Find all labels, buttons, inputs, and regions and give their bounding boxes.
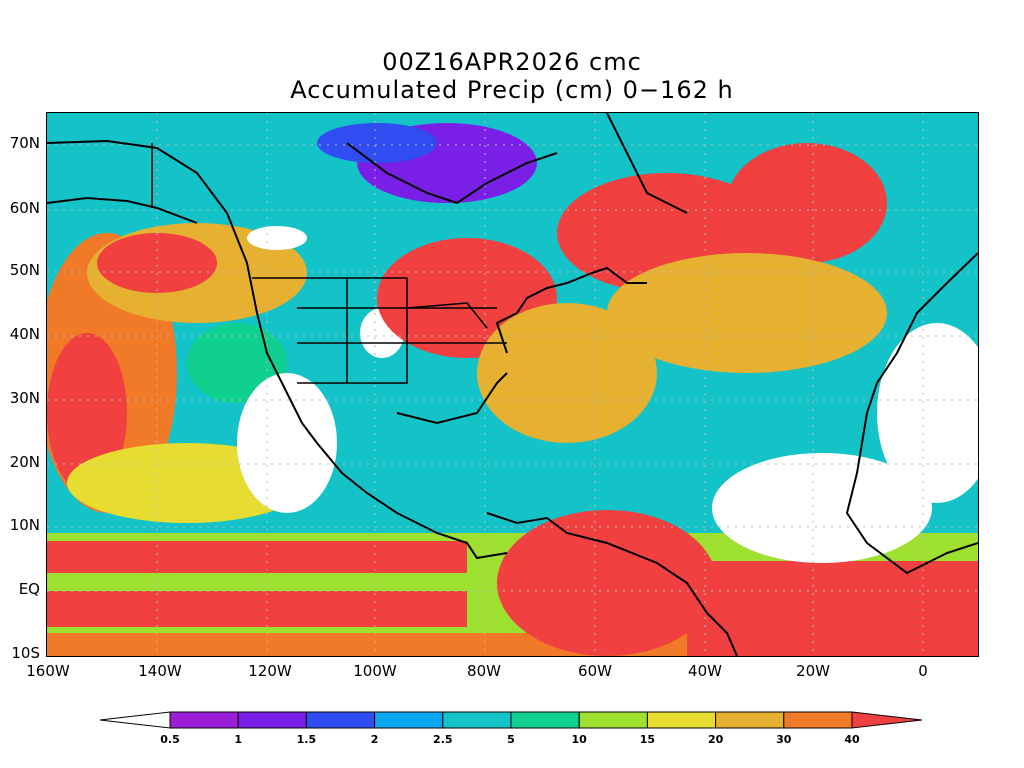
coastline-us-east <box>495 266 647 354</box>
coastline-gulf <box>396 372 508 425</box>
lat-label-60n: 60N <box>9 199 40 217</box>
lon-label-100w: 100W <box>353 662 397 680</box>
precip-amazon <box>497 510 717 656</box>
dry-zone-baja <box>237 373 337 513</box>
map-title-line2: Accumulated Precip (cm) 0−162 h <box>290 76 734 104</box>
coastline-alaska <box>47 196 198 224</box>
precip-map <box>46 112 979 657</box>
colorbar-swatch <box>646 711 717 729</box>
lat-label-eq: EQ <box>18 580 40 598</box>
precip-itcz-band <box>47 591 467 627</box>
colorbar <box>99 711 923 729</box>
colorbar-swatch <box>715 711 785 729</box>
colorbar-swatch <box>99 711 171 729</box>
colorbar-swatch <box>510 711 580 729</box>
precip-atlantic-band <box>687 561 978 656</box>
colorbar-swatch <box>783 711 853 729</box>
precip-itcz-band <box>47 541 467 573</box>
precip-atlantic <box>477 303 657 443</box>
lon-label-160w: 160W <box>26 662 70 680</box>
lat-label-40n: 40N <box>9 325 40 343</box>
lat-label-30n: 30N <box>9 389 40 407</box>
colorbar-label: 1 <box>234 733 243 746</box>
colorbar-swatch <box>305 711 376 729</box>
map-title-line1: 00Z16APR2026 cmc <box>382 48 642 76</box>
lat-label-10n: 10N <box>9 516 40 534</box>
dry-zone-africa <box>877 323 978 503</box>
colorbar-label: 2 <box>370 733 379 746</box>
lon-label-0: 0 <box>918 662 928 680</box>
dry-zone <box>247 226 307 250</box>
lon-label-80w: 80W <box>467 662 501 680</box>
precip-pacific-core <box>47 333 127 493</box>
coastline-greenland <box>606 113 688 214</box>
lon-label-20w: 20W <box>796 662 830 680</box>
colorbar-swatch <box>374 711 444 729</box>
colorbar-swatch <box>237 711 307 729</box>
lon-label-140w: 140W <box>138 662 182 680</box>
coastline-europe-africa <box>845 252 978 575</box>
coastline-pacific-americas <box>47 139 508 560</box>
lon-label-40w: 40W <box>688 662 722 680</box>
coastline-canada <box>346 142 558 205</box>
colorbar-label: 0.5 <box>160 733 180 746</box>
lon-label-60w: 60W <box>578 662 612 680</box>
lat-label-70n: 70N <box>9 134 40 152</box>
colorbar-swatch <box>578 711 648 729</box>
precip-north-atlantic <box>727 143 887 263</box>
colorbar-label: 15 <box>639 733 656 746</box>
colorbar-swatch <box>851 711 923 729</box>
colorbar-label: 30 <box>776 733 792 746</box>
colorbar-swatch <box>442 711 512 729</box>
graticule <box>47 113 978 656</box>
colorbar-label: 5 <box>507 733 515 746</box>
precip-pacific-core <box>97 233 217 293</box>
lon-label-120w: 120W <box>248 662 292 680</box>
precip-atlantic <box>607 253 887 373</box>
colorbar-label: 10 <box>571 733 587 746</box>
lat-label-20n: 20N <box>9 453 40 471</box>
coastlines <box>47 113 978 656</box>
precip-map-svg <box>47 113 978 656</box>
colorbar-label: 2.5 <box>433 733 453 746</box>
coastline-south-america <box>486 512 738 656</box>
lat-label-50n: 50N <box>9 261 40 279</box>
colorbar-label: 20 <box>707 733 724 746</box>
colorbar-label: 1.5 <box>296 733 317 746</box>
lat-label-10s: 10S <box>11 644 40 662</box>
state-borders <box>151 143 507 384</box>
dry-zone-sahara <box>712 453 932 563</box>
colorbar-swatch <box>169 711 239 729</box>
precip-canada <box>317 123 437 163</box>
colorbar-label: 40 <box>844 733 860 746</box>
